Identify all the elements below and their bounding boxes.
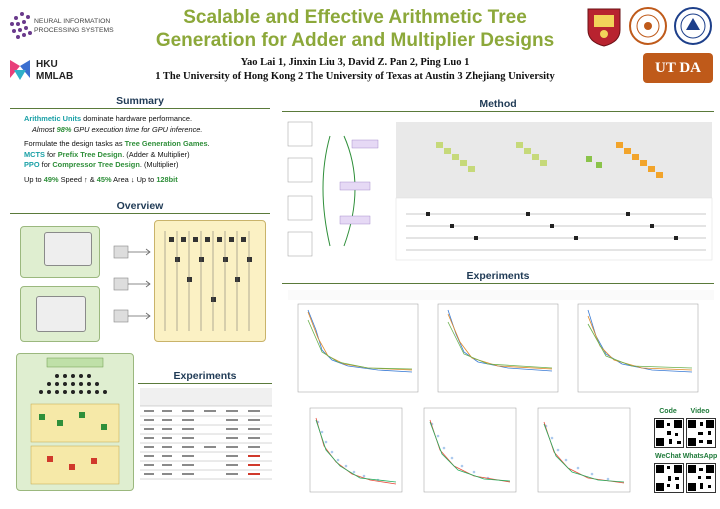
tree-generation-games-term: Tree Generation Games (124, 139, 208, 148)
qr-code-video[interactable] (686, 418, 716, 448)
neurips-logo-line2: PROCESSING SYSTEMS (34, 27, 114, 34)
summary-line-5-b: for (39, 160, 53, 169)
summary-line-6: Up to 49% Speed ↑ & 45% Area ↓ Up to 128… (24, 175, 260, 186)
hku-logo-line2: MMLAB (36, 71, 73, 82)
compressor-tree-figure (16, 353, 134, 491)
area-percent: 45% (96, 174, 112, 184)
overview-figure (14, 218, 270, 346)
neurips-logo: NEURAL INFORMATION PROCESSING SYSTEMS (6, 8, 124, 52)
author-list: Yao Lai 1, Jinxin Liu 3, David Z. Pan 2,… (240, 57, 470, 68)
experiments-right-heading: Experiments (466, 270, 530, 282)
overview-multiplier-block (36, 296, 86, 332)
zju-seal-logo (673, 6, 713, 46)
summary-line-6-c: Speed ↑ & (58, 174, 97, 184)
method-rule (282, 111, 714, 112)
speed-percent: 49% (43, 174, 59, 184)
qr-code-code[interactable] (654, 418, 684, 448)
qr-code-wechat[interactable] (654, 463, 684, 493)
summary-line-6-a: Up to (24, 174, 44, 184)
hku-seal-logo (585, 6, 623, 48)
scatter-plot-1 (309, 407, 403, 493)
qr-whatsapp-label: WhatsApp (682, 453, 718, 460)
summary-line-4-d: . (Adder & Multiplier) (122, 149, 190, 159)
poster-title-line1: Scalable and Effective Arithmetic Tree (183, 7, 527, 28)
experiments-left-heading: Experiments (173, 370, 237, 382)
qr-code-whatsapp[interactable] (686, 463, 716, 493)
experiment-plots-row-2 (288, 402, 648, 502)
experiments-left-rule (138, 383, 272, 384)
bit-width: 128bit (156, 174, 178, 184)
scatter-plot-3 (537, 407, 631, 493)
experiments-right-rule (282, 283, 714, 284)
summary-line-2: Almost 98% GPU execution time for GPU in… (24, 125, 260, 136)
summary-line-5: PPO for Compressor Tree Design. (Multipl… (24, 160, 260, 171)
utda-logo: UT DA (643, 53, 713, 83)
mcts-term: MCTS (24, 149, 45, 159)
summary-line-2-a: Almost (32, 124, 57, 134)
qr-code-label: Code (659, 408, 677, 415)
utda-logo-text: UT DA (655, 60, 701, 76)
overview-rule (10, 213, 270, 214)
results-table (140, 388, 272, 488)
overview-adder-block (44, 232, 92, 266)
neurips-logo-line1: NEURAL INFORMATION (34, 18, 110, 25)
summary-line-2-c: GPU execution time for GPU inference. (71, 124, 203, 134)
summary-line-3-c: . (207, 139, 210, 148)
summary-rule (10, 108, 270, 109)
summary-line-5-d: . (Multiplier) (139, 160, 179, 169)
summary-line-3-a: Formulate the design tasks as (24, 139, 125, 148)
summary-line-1: Arithmetic Units dominate hardware perfo… (24, 114, 260, 125)
gpu-percent: 98% (56, 124, 72, 134)
ppo-term: PPO (24, 160, 40, 169)
poster-title-line2: Generation for Adder and Multiplier Desi… (155, 30, 555, 51)
summary-line-4: MCTS for Prefix Tree Design. (Adder & Mu… (24, 150, 260, 161)
plot-3 (577, 303, 699, 393)
scatter-plot-2 (423, 407, 517, 493)
summary-text: Arithmetic Units dominate hardware perfo… (24, 114, 260, 185)
overview-arrows (106, 240, 154, 330)
overview-prefix-tree-panel (154, 220, 266, 342)
method-heading: Method (479, 98, 517, 110)
summary-line-4-b: for (44, 149, 58, 159)
hku-mmlab-logo: HKU MMLAB (8, 56, 120, 82)
ut-austin-seal-logo (628, 6, 668, 46)
method-figure (286, 116, 714, 264)
overview-heading: Overview (116, 200, 164, 212)
poster-title: Scalable and Effective Arithmetic Tree G… (130, 6, 580, 52)
experiment-plots-row-1 (288, 290, 714, 400)
summary-line-1-rest: dominate hardware performance. (81, 114, 193, 123)
summary-line-3: Formulate the design tasks as Tree Gener… (24, 139, 260, 150)
affiliation-list: 1 The University of Hong Kong 2 The Univ… (155, 71, 555, 82)
author-block: Yao Lai 1, Jinxin Liu 3, David Z. Pan 2,… (130, 56, 580, 84)
summary-heading: Summary (116, 95, 164, 107)
plot-1 (297, 303, 419, 393)
compressor-tree-term: Compressor Tree Design (52, 160, 140, 169)
qr-video-label: Video (690, 408, 710, 415)
prefix-tree-term: Prefix Tree Design (57, 149, 123, 159)
arithmetic-units-term: Arithmetic Units (24, 114, 82, 123)
qr-wechat-label: WeChat (655, 453, 681, 460)
hku-logo-line1: HKU (36, 59, 58, 70)
plot-2 (437, 303, 559, 393)
summary-line-6-e: Area ↓ Up to (111, 174, 157, 184)
